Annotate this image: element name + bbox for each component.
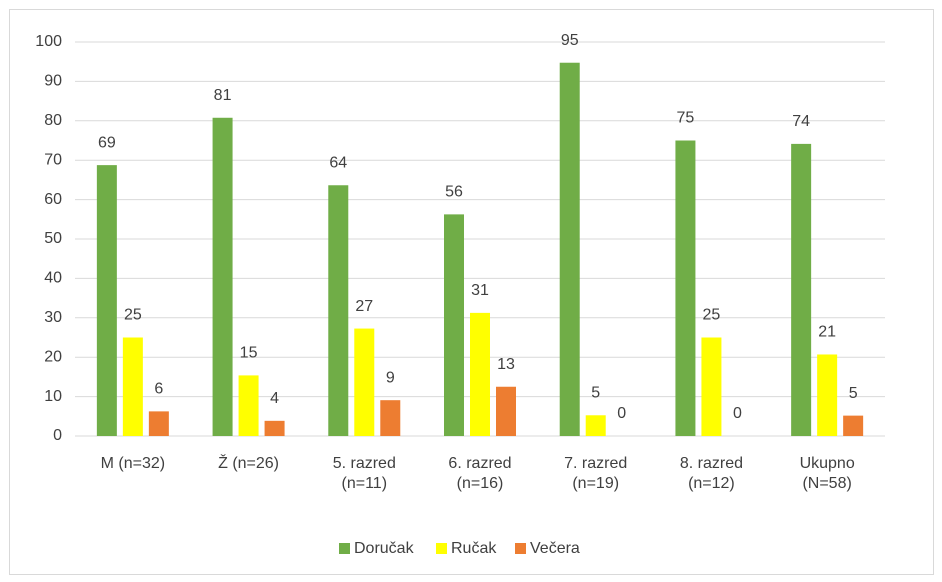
x-tick-label: 5. razred (n=11) xyxy=(332,455,396,492)
x-tick-label: Ž (n=26) xyxy=(218,455,280,472)
bar xyxy=(496,386,516,436)
legend-label: Večera xyxy=(530,540,580,557)
data-label: 56 xyxy=(445,184,463,201)
x-tick-label: M (n=32) xyxy=(100,455,166,472)
y-tick-label: 90 xyxy=(44,73,62,90)
y-tick-label: 30 xyxy=(44,309,62,326)
legend-label: Ručak xyxy=(451,540,497,557)
data-label: 75 xyxy=(677,110,695,127)
bar xyxy=(238,375,259,436)
data-label: 0 xyxy=(733,405,742,422)
x-tick-label: 6. razred (n=16) xyxy=(448,455,512,492)
data-label: 4 xyxy=(270,390,279,407)
bar xyxy=(817,354,838,436)
bar xyxy=(791,143,812,436)
y-tick-label: 20 xyxy=(44,348,62,365)
data-label: 81 xyxy=(214,87,232,104)
bar xyxy=(96,165,117,436)
data-label: 9 xyxy=(386,369,395,386)
bar xyxy=(470,312,490,436)
bar xyxy=(843,415,864,436)
y-tick-label: 100 xyxy=(35,33,62,50)
legend-swatch xyxy=(436,543,447,554)
data-label: 21 xyxy=(818,324,836,341)
data-label: 6 xyxy=(154,381,163,398)
legend-swatch xyxy=(339,543,350,554)
bar xyxy=(701,337,722,436)
x-tick-label: Ukupno (N=58) xyxy=(799,455,855,492)
data-label: 5 xyxy=(849,385,858,402)
data-label: 15 xyxy=(240,345,258,362)
y-tick-label: 40 xyxy=(44,270,62,287)
legend-label: Doručak xyxy=(354,540,415,557)
data-label: 27 xyxy=(355,298,373,315)
data-label: 69 xyxy=(98,134,116,151)
x-tick-label: 7. razred (n=19) xyxy=(564,455,628,492)
bar xyxy=(354,328,375,436)
data-label: 25 xyxy=(703,307,721,324)
data-label: 5 xyxy=(591,384,600,401)
bar xyxy=(148,411,169,436)
legend-swatch xyxy=(515,543,526,554)
y-tick-label: 0 xyxy=(53,427,62,444)
y-tick-label: 70 xyxy=(44,151,62,168)
bar xyxy=(444,214,464,436)
bar xyxy=(675,140,696,436)
data-label: 95 xyxy=(561,32,579,49)
data-label: 64 xyxy=(329,154,347,171)
data-label: 31 xyxy=(471,282,489,299)
bar xyxy=(264,420,285,436)
data-label: 13 xyxy=(497,356,515,373)
y-tick-label: 60 xyxy=(44,191,62,208)
y-tick-label: 10 xyxy=(44,388,62,405)
bar xyxy=(559,62,580,437)
bar xyxy=(585,415,606,436)
bar xyxy=(328,185,349,436)
data-label: 74 xyxy=(792,113,810,130)
chart-border xyxy=(9,9,934,575)
bar xyxy=(380,400,401,436)
data-label: 25 xyxy=(124,307,142,324)
y-tick-label: 80 xyxy=(44,112,62,129)
y-tick-label: 50 xyxy=(44,230,62,247)
x-tick-label: 8. razred (n=12) xyxy=(679,455,743,492)
data-label: 0 xyxy=(617,405,626,422)
bar xyxy=(212,117,233,436)
bar xyxy=(122,337,143,436)
